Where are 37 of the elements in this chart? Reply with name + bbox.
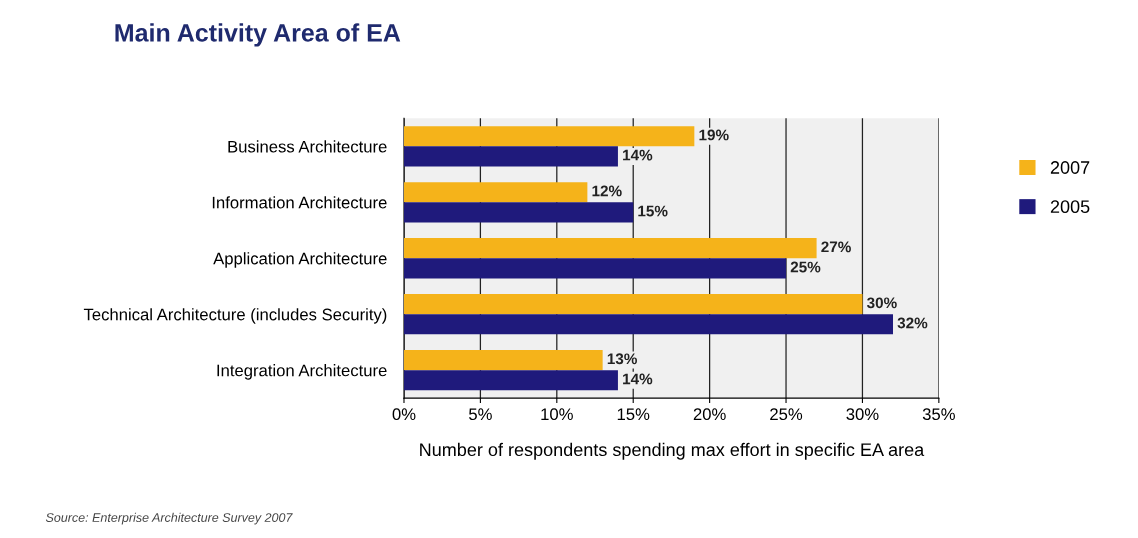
bar — [403, 314, 893, 335]
y-tick-label: Business Architecture — [228, 140, 387, 153]
data-label: 14% — [623, 373, 653, 385]
data-label: 27% — [821, 241, 851, 253]
bar — [403, 202, 634, 223]
bar — [403, 370, 618, 391]
y-tick-label: Integration Architecture — [217, 364, 387, 380]
y-tick-label: Information Architecture — [212, 196, 387, 209]
legend-label: 2005 — [1050, 200, 1090, 214]
data-label: 30% — [866, 297, 897, 309]
y-tick-label: Technical Architecture (includes Security) — [83, 308, 387, 324]
x-tick-label: 5% — [469, 408, 492, 421]
data-label: 13% — [607, 353, 637, 365]
chart-title: Main Activity Area of EA — [115, 23, 401, 47]
bar — [403, 126, 695, 147]
bar — [403, 350, 603, 371]
x-tick-label: 30% — [846, 408, 879, 421]
x-tick-label: 25% — [770, 408, 803, 421]
data-label: 32% — [897, 317, 928, 329]
source-note: Source: Enterprise Architecture Survey 2007 — [45, 512, 293, 525]
data-label: 19% — [699, 129, 729, 141]
legend-label: 2007 — [1050, 161, 1090, 174]
x-axis-title: Number of respondents spending max effort in specific EA area — [420, 442, 925, 460]
x-tick-label: 35% — [922, 408, 955, 421]
x-tick-label: 15% — [617, 408, 650, 421]
bar — [403, 182, 588, 203]
data-label: 14% — [623, 149, 653, 161]
bar — [403, 146, 618, 167]
x-tick-label: 10% — [541, 408, 573, 421]
x-tick-label: 20% — [693, 408, 726, 421]
data-label: 12% — [592, 185, 622, 197]
bar — [403, 238, 817, 259]
bar — [403, 294, 863, 315]
data-label: 15% — [638, 205, 668, 217]
x-tick-label: 0% — [392, 408, 416, 421]
data-label: 25% — [790, 261, 821, 273]
y-tick-label: Application Architecture — [213, 252, 387, 268]
